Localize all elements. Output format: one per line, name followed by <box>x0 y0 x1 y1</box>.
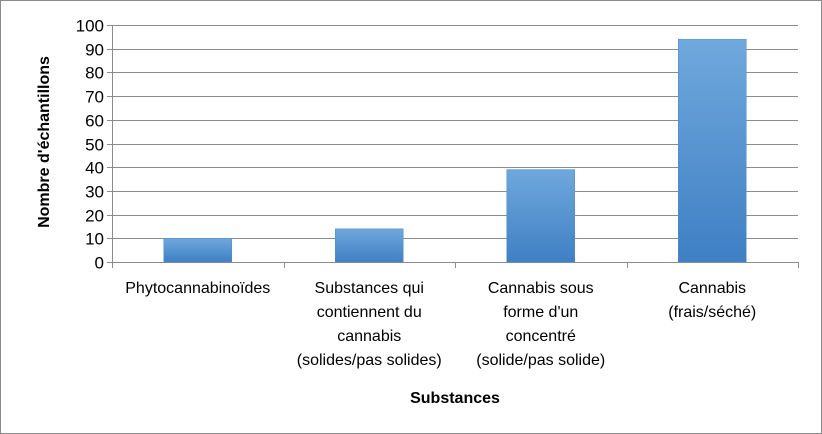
gridlines <box>112 25 798 239</box>
bar <box>506 169 575 263</box>
x-axis-title: Substances <box>410 390 500 407</box>
bar <box>678 38 747 263</box>
y-tick-label: 20 <box>85 207 104 226</box>
x-category-label-line: Phytocannabinoïdes <box>125 280 270 297</box>
x-category-label-line: forme d'un <box>503 304 578 321</box>
x-category-labels: Phytocannabinoïdes Substances qui contienn… <box>125 280 756 369</box>
y-tick-labels: 0 10 20 30 40 50 60 70 80 90 100 <box>76 17 104 273</box>
x-category-label-line: Cannabis <box>678 280 746 297</box>
x-category-label: Cannabis (frais/séché) <box>668 280 756 321</box>
y-tick-label: 60 <box>85 112 104 131</box>
x-category-label-line: concentré <box>506 328 576 345</box>
x-category-label: Substances qui contiennent du cannabis (sol… <box>297 280 442 369</box>
bars <box>163 38 747 263</box>
y-tick-label: 100 <box>76 17 104 36</box>
y-tick-label: 70 <box>85 88 104 107</box>
y-tick-label: 80 <box>85 64 104 83</box>
y-tick-label: 10 <box>85 230 104 249</box>
y-tick-label: 0 <box>95 254 104 273</box>
x-category-label: Cannabis sous forme d'un concentré (solide/… <box>476 280 605 369</box>
y-tick-label: 30 <box>85 183 104 202</box>
y-tick-label: 90 <box>85 41 104 60</box>
bar <box>163 238 232 263</box>
x-category-label-line: (frais/séché) <box>668 304 756 321</box>
y-axis-title: Nombre d'échantillons <box>36 56 53 228</box>
x-category-label-line: Substances qui <box>315 280 424 297</box>
x-category-label-line: contiennent du <box>317 304 422 321</box>
y-tick-label: 50 <box>85 136 104 155</box>
axes <box>107 25 799 268</box>
y-tick-label: 40 <box>85 159 104 178</box>
bar <box>335 228 404 263</box>
x-category-label-line: Cannabis sous <box>488 280 594 297</box>
x-category-label-line: (solide/pas solide) <box>476 352 605 369</box>
x-category-label: Phytocannabinoïdes <box>125 280 270 297</box>
x-category-label-line: cannabis <box>337 328 401 345</box>
x-category-label-line: (solides/pas solides) <box>297 352 442 369</box>
